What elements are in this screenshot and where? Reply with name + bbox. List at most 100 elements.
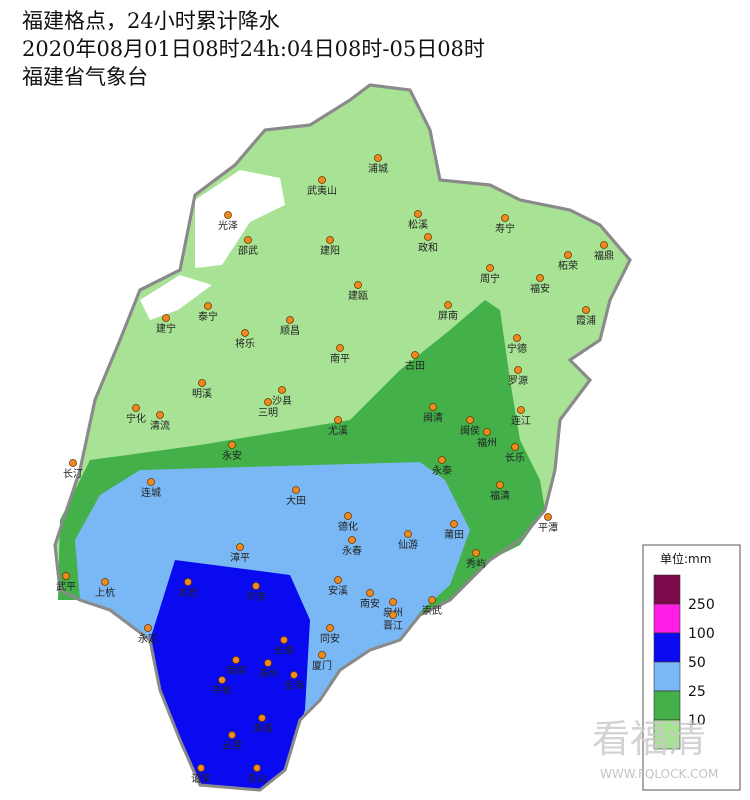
city-dot (101, 578, 109, 586)
city-dot (334, 416, 342, 424)
city-dot (511, 443, 519, 451)
city-label: 周宁 (480, 272, 500, 285)
legend-label: 50 (688, 655, 706, 671)
city-dot (147, 478, 155, 486)
city-dot (156, 411, 164, 419)
legend-swatch (653, 719, 681, 750)
city-label: 诏安 (191, 772, 211, 785)
city-dot (501, 214, 509, 222)
city-dot (472, 549, 480, 557)
city-label: 厦门 (312, 659, 332, 672)
city-label: 南安 (360, 597, 380, 610)
city-label: 永春 (342, 544, 362, 557)
city-dot (496, 481, 504, 489)
header-line: 福建省气象台 (22, 65, 148, 89)
city-dot (198, 379, 206, 387)
city-label: 永泰 (432, 464, 452, 477)
city-label: 永安 (222, 449, 242, 462)
city-label: 建宁 (156, 322, 176, 335)
city-label: 德化 (338, 520, 358, 533)
city-dot (280, 636, 288, 644)
city-label: 秀屿 (466, 558, 486, 570)
city-dot (318, 176, 326, 184)
city-dot (241, 329, 249, 337)
legend-label: 100 (688, 626, 715, 642)
province-outline (53, 83, 632, 792)
city-dot (253, 764, 261, 772)
city-dot (564, 251, 572, 259)
city-dot (278, 386, 286, 394)
city-label: 武夷山 (307, 184, 337, 197)
city-dot (184, 578, 192, 586)
city-dot (252, 582, 260, 590)
city-label: 屏南 (438, 309, 458, 322)
city-label: 华安 (246, 590, 266, 603)
city-dot (218, 676, 226, 684)
city-dot (326, 624, 334, 632)
legend-swatch (653, 690, 681, 721)
city-label: 崇武 (422, 604, 442, 617)
city-label: 长泰 (274, 644, 294, 657)
legend-swatch (653, 574, 681, 605)
city-dot (264, 398, 272, 406)
city-label: 龙海 (284, 679, 304, 692)
city-label: 沙县 (272, 395, 292, 407)
city-dot (62, 572, 70, 580)
city-label: 邵武 (238, 244, 258, 257)
city-dot (582, 306, 590, 314)
rain-band-50 (150, 560, 310, 790)
city-label: 三明 (258, 407, 278, 419)
city-dot (334, 576, 342, 584)
city-dot (292, 486, 300, 494)
city-dot (69, 459, 77, 467)
legend: 单位:mm 250 100 50 25 10 (642, 544, 741, 791)
city-label: 东山 (247, 772, 267, 785)
city-dot (536, 274, 544, 282)
city-label: 晋江 (383, 620, 403, 632)
city-label: 将乐 (235, 338, 255, 350)
city-label: 清流 (150, 419, 170, 432)
city-label: 仙游 (398, 538, 418, 551)
city-dot (429, 403, 437, 411)
city-dot (514, 366, 522, 374)
header-line: 福建格点，24小时累计降水 (22, 9, 280, 33)
city-label: 漳平 (230, 551, 250, 564)
dry-area (140, 275, 212, 320)
city-dot (374, 154, 382, 162)
city-label: 长乐 (505, 452, 525, 464)
city-label: 罗源 (508, 374, 528, 387)
city-dot (197, 764, 205, 772)
city-label: 福安 (530, 282, 550, 295)
legend-swatch (653, 661, 681, 692)
city-dot (450, 520, 458, 528)
city-dot (354, 281, 362, 289)
city-dot (438, 456, 446, 464)
city-label: 政和 (418, 241, 438, 254)
city-dot (466, 416, 474, 424)
city-label: 永定 (138, 632, 158, 645)
legend-swatch (653, 603, 681, 634)
city-label: 闽侯 (460, 424, 480, 437)
city-dot (162, 314, 170, 322)
province (53, 83, 632, 792)
city-dot (389, 598, 397, 606)
city-label: 古田 (405, 359, 425, 372)
city-dot (513, 334, 521, 342)
city-label: 南平 (330, 352, 350, 365)
city-label: 柘荣 (558, 259, 578, 272)
header-line: 2020年08月01日08时24h:04日08时-05日08时 (22, 37, 485, 61)
city-label: 顺昌 (280, 325, 300, 337)
city-dot (424, 233, 432, 241)
watermark-brand: 看福清 (592, 717, 706, 761)
city-label: 平潭 (538, 522, 558, 534)
legend-label: 250 (688, 597, 715, 613)
city-dot (544, 513, 552, 521)
city-dot (389, 611, 397, 619)
city-dot (144, 624, 152, 632)
city-dot (132, 404, 140, 412)
city-label: 安溪 (328, 584, 348, 597)
city-dot (366, 589, 374, 597)
legend-label: 10 (688, 713, 706, 729)
city-label: 光泽 (218, 219, 238, 232)
